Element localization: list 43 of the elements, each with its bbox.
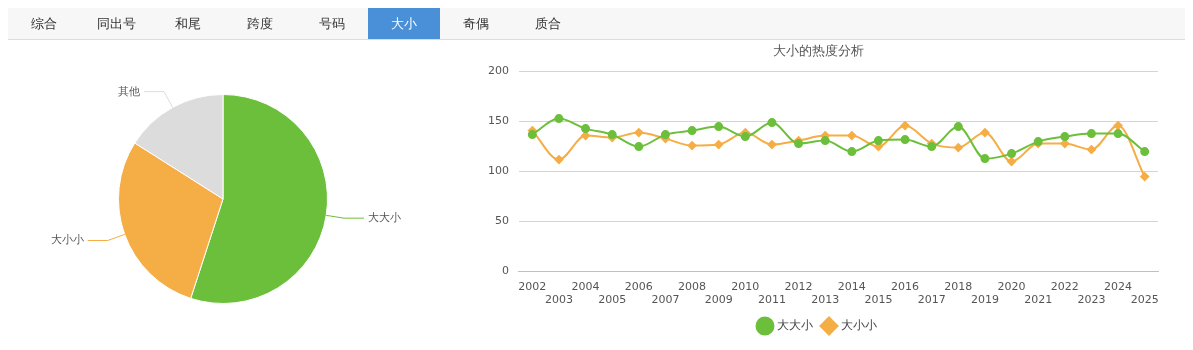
x-tick-label: 2024 bbox=[1104, 280, 1133, 294]
y-tick-label: 50 bbox=[495, 214, 509, 228]
x-tick-label: 2025 bbox=[1130, 293, 1159, 307]
legend-label: 大大小 bbox=[777, 318, 813, 333]
chart-title: 大小的热度分析 bbox=[772, 43, 864, 59]
y-tick-label: 0 bbox=[502, 264, 509, 278]
category-label: 大小 bbox=[368, 8, 440, 39]
x-tick-label: 2005 bbox=[598, 293, 627, 307]
category-label: 跨度 bbox=[224, 8, 296, 39]
x-tick-label: 2012 bbox=[784, 280, 813, 294]
category-label: 质合 bbox=[512, 8, 584, 39]
legend-label: 大小小 bbox=[841, 318, 877, 333]
x-tick-label: 2019 bbox=[970, 293, 999, 307]
x-tick-label: 2015 bbox=[864, 293, 893, 307]
x-tick-label: 2018 bbox=[944, 280, 973, 294]
category-label: 综合 bbox=[8, 8, 80, 39]
slice-label: 大小小 bbox=[50, 233, 84, 247]
category-label: 奇偶 bbox=[440, 8, 512, 39]
y-tick-label: 200 bbox=[488, 64, 509, 78]
x-tick-label: 2013 bbox=[811, 293, 840, 307]
x-tick-label: 2004 bbox=[571, 280, 600, 294]
x-tick-label: 2014 bbox=[837, 280, 866, 294]
category-label: 和尾 bbox=[152, 8, 224, 39]
category-label: 号码 bbox=[296, 8, 368, 39]
x-tick-label: 2007 bbox=[651, 293, 680, 307]
x-tick-label: 2020 bbox=[997, 280, 1026, 294]
x-tick-label: 2011 bbox=[757, 293, 786, 307]
x-tick-label: 2008 bbox=[678, 280, 707, 294]
slice-label: 其他 bbox=[117, 84, 140, 98]
y-tick-label: 100 bbox=[488, 164, 509, 178]
category-label: 同出号 bbox=[80, 8, 152, 39]
x-tick-label: 2023 bbox=[1077, 293, 1106, 307]
x-tick-label: 2009 bbox=[704, 293, 733, 307]
x-tick-label: 2006 bbox=[624, 280, 653, 294]
x-tick-label: 2017 bbox=[917, 293, 946, 307]
slice-label: 大大小 bbox=[367, 211, 401, 225]
x-tick-label: 2016 bbox=[891, 280, 920, 294]
y-tick-label: 150 bbox=[488, 114, 509, 128]
x-tick-label: 2003 bbox=[544, 293, 573, 307]
x-tick-label: 2021 bbox=[1024, 293, 1053, 307]
x-tick-label: 2002 bbox=[518, 280, 547, 294]
x-tick-label: 2022 bbox=[1050, 280, 1079, 294]
x-tick-label: 2010 bbox=[731, 280, 760, 294]
